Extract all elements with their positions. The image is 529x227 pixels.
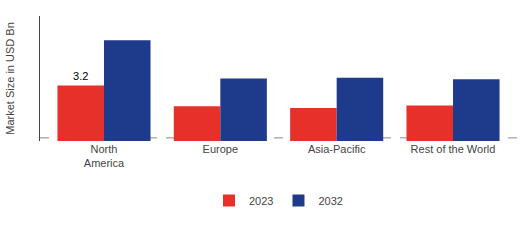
svg-text:Asia-Pacific: Asia-Pacific bbox=[308, 143, 366, 155]
svg-text:2032: 2032 bbox=[318, 195, 342, 207]
svg-text:2023: 2023 bbox=[249, 195, 273, 207]
svg-text:Rest of the World: Rest of the World bbox=[411, 143, 496, 155]
svg-text:3.2: 3.2 bbox=[73, 70, 88, 82]
svg-text:Market Size in USD Bn: Market Size in USD Bn bbox=[4, 22, 16, 134]
svg-text:Europe: Europe bbox=[203, 143, 238, 155]
svg-text:NorthAmerica: NorthAmerica bbox=[84, 143, 125, 169]
